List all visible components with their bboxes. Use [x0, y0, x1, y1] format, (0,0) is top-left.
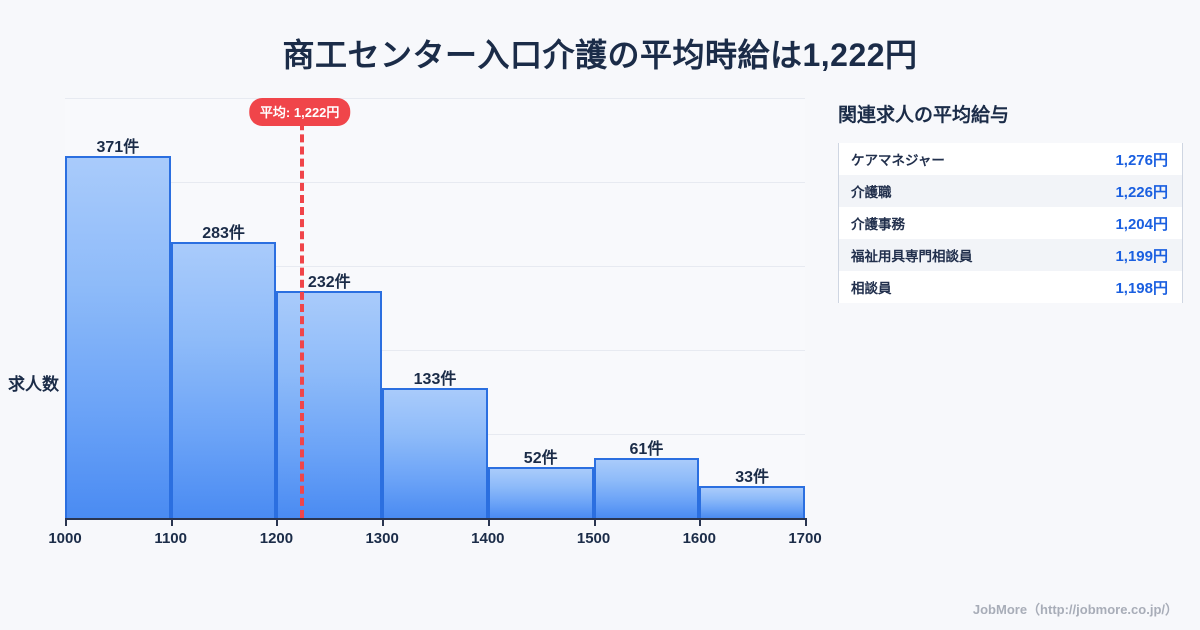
average-dashed-line	[299, 98, 304, 518]
x-axis-tick-label: 1100	[154, 530, 187, 547]
related-salary-panel: 関連求人の平均給与 ケアマネジャー 1,276円介護職 1,226円介護事務 1,20…	[838, 100, 1183, 303]
bar-value-label: 232件	[307, 274, 351, 292]
bar-value-label: 33件	[735, 468, 770, 486]
x-axis-tick-label: 1200	[259, 530, 294, 547]
x-axis-tick	[699, 518, 702, 526]
gridline	[65, 266, 805, 267]
histogram-bar	[699, 485, 805, 518]
job-title-cell: 福祉用具専門相談員	[851, 249, 973, 264]
table-row[interactable]: 介護事務 1,204円	[839, 207, 1182, 239]
job-title-cell: ケアマネジャー	[851, 153, 945, 168]
page-title: 商工センター入口介護の平均時給は1,222円	[282, 37, 918, 73]
x-axis-tick-label: 1700	[788, 530, 822, 547]
average-wage-cell: 1,198円	[1115, 279, 1168, 297]
bar-value-label: 283件	[202, 224, 245, 242]
table-row[interactable]: 相談員 1,198円	[839, 271, 1182, 303]
related-salary-table: ケアマネジャー 1,276円介護職 1,226円介護事務 1,204円福祉用具専門相談…	[838, 143, 1183, 303]
x-axis-tick-label: 1300	[365, 530, 399, 547]
job-title-cell: 介護事務	[851, 217, 905, 232]
job-title-cell: 相談員	[851, 281, 892, 296]
x-axis-tick	[487, 518, 490, 526]
gridline	[65, 98, 805, 99]
histogram-bar	[276, 291, 383, 518]
x-axis-tick	[382, 518, 385, 526]
gridline	[65, 182, 805, 183]
x-axis-tick	[65, 518, 67, 526]
average-wage-cell: 1,199円	[1115, 247, 1168, 265]
x-axis-tick	[276, 518, 279, 526]
x-axis-tick-label: 1600	[682, 530, 716, 547]
table-row[interactable]: ケアマネジャー 1,276円	[839, 143, 1182, 175]
bar-value-label: 61件	[629, 441, 664, 459]
watermark: JobMore（http://jobmore.co.jp/）	[972, 602, 1178, 617]
x-axis-tick	[805, 518, 807, 526]
plot-area	[65, 98, 805, 518]
x-axis-tick-label: 1400	[471, 530, 505, 547]
x-axis-tick	[170, 518, 173, 526]
histogram-bar	[170, 241, 277, 518]
histogram-bar	[487, 467, 594, 518]
histogram-bar	[65, 155, 171, 518]
job-title-cell: 介護職	[851, 185, 892, 200]
bar-value-label: 52件	[523, 450, 558, 468]
histogram-bar	[382, 388, 488, 518]
average-badge-label: 平均: 1,222円	[248, 98, 351, 126]
histogram-bar	[593, 458, 700, 518]
average-wage-cell: 1,276円	[1115, 151, 1168, 169]
x-axis-line	[65, 518, 805, 520]
bar-value-label: 371件	[96, 138, 140, 156]
table-row[interactable]: 福祉用具専門相談員 1,199円	[839, 239, 1182, 271]
average-wage-cell: 1,204円	[1115, 215, 1168, 233]
table-row[interactable]: 介護職 1,226円	[839, 175, 1182, 207]
x-axis-tick	[593, 518, 596, 526]
related-salary-heading: 関連求人の平均給与	[838, 105, 1010, 126]
x-axis-tick-label: 1500	[576, 530, 611, 547]
gridline	[65, 350, 805, 351]
x-axis-tick-label: 1000	[48, 530, 82, 547]
bar-value-label: 133件	[413, 371, 457, 389]
histogram-chart: 371件 283件 232件 133件 52件 61件 33件 平均: 1,222円 100…	[0, 90, 830, 560]
average-wage-cell: 1,226円	[1115, 183, 1168, 201]
y-axis-title: 求人数	[8, 375, 59, 394]
